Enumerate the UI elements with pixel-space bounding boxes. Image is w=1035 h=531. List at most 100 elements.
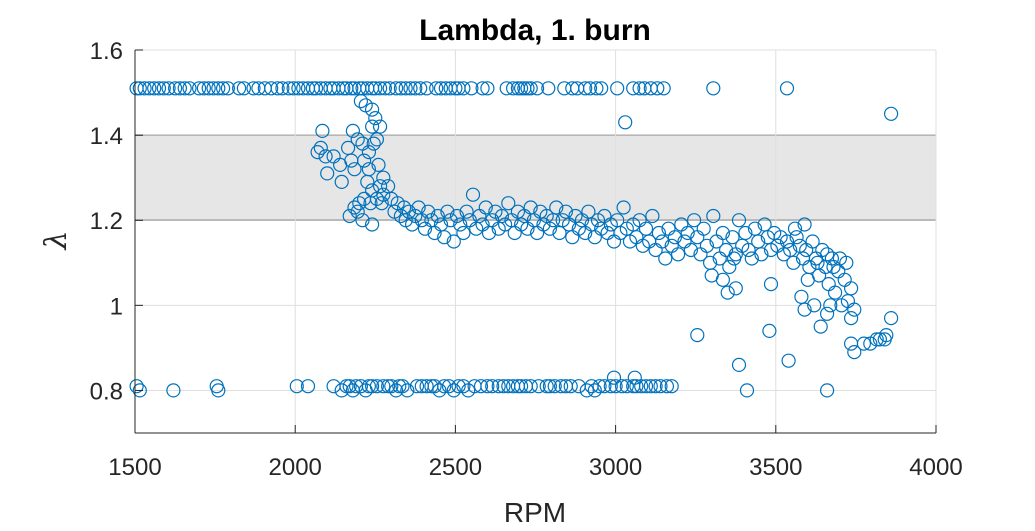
y-tick-label: 1.6 <box>90 38 123 65</box>
data-point <box>365 119 380 134</box>
data-point <box>856 336 872 351</box>
data-point <box>794 289 809 304</box>
data-point <box>547 379 562 394</box>
x-tick-label: 2000 <box>269 454 322 481</box>
data-point <box>563 379 578 394</box>
data-point <box>365 217 380 232</box>
data-point <box>843 336 859 351</box>
data-point <box>491 379 506 394</box>
data-point <box>659 379 675 394</box>
data-point <box>587 383 602 398</box>
data-point <box>421 204 436 219</box>
data-point <box>446 383 461 398</box>
data-point <box>494 208 509 224</box>
data-point <box>542 379 558 394</box>
data-point <box>151 81 167 96</box>
data-point <box>667 230 683 245</box>
data-point <box>374 196 389 211</box>
data-point <box>699 238 715 253</box>
data-point <box>786 255 801 270</box>
data-point <box>405 217 420 232</box>
data-point <box>357 191 372 206</box>
data-point <box>216 81 231 96</box>
data-point <box>720 285 735 300</box>
data-point <box>315 123 330 138</box>
data-point <box>413 81 428 96</box>
data-point <box>557 81 572 96</box>
data-point <box>869 332 884 347</box>
y-tick-label: 1 <box>110 293 123 320</box>
data-point <box>211 383 226 398</box>
data-point <box>429 81 444 96</box>
data-point <box>453 217 468 232</box>
data-point <box>728 281 743 296</box>
data-point <box>473 379 489 394</box>
data-point <box>739 383 755 398</box>
data-point <box>281 81 296 96</box>
data-point <box>201 81 216 96</box>
data-point <box>389 81 404 96</box>
x-tick-label: 1500 <box>108 454 161 481</box>
data-point <box>408 81 423 96</box>
data-point <box>645 208 660 224</box>
data-point <box>731 213 747 228</box>
data-point <box>513 379 529 394</box>
data-point <box>376 170 391 185</box>
data-point <box>542 221 558 236</box>
data-point <box>779 81 795 96</box>
data-point <box>334 174 349 189</box>
data-point <box>810 255 825 270</box>
points-layer <box>129 81 899 398</box>
data-point <box>813 319 828 334</box>
data-point <box>334 383 349 398</box>
data-point <box>129 81 144 96</box>
data-point <box>807 298 822 313</box>
data-point <box>787 221 803 236</box>
data-point <box>507 225 522 241</box>
data-point <box>347 162 362 177</box>
data-point <box>342 208 357 224</box>
data-point <box>638 379 654 394</box>
data-point <box>132 383 147 398</box>
data-point <box>680 225 695 241</box>
data-point <box>320 166 335 181</box>
data-point <box>441 379 457 394</box>
data-point <box>409 379 425 394</box>
data-point <box>206 81 221 96</box>
data-point <box>614 379 630 394</box>
data-point <box>648 379 663 394</box>
data-point <box>824 251 840 266</box>
data-point <box>606 370 622 385</box>
data-point <box>236 81 251 96</box>
data-point <box>725 230 740 245</box>
data-point <box>606 234 622 249</box>
data-point <box>549 200 564 215</box>
data-point <box>582 81 598 96</box>
data-point <box>843 281 859 296</box>
data-point <box>310 145 325 160</box>
data-point <box>651 225 667 241</box>
data-point <box>156 81 171 96</box>
data-point <box>440 204 455 219</box>
x-tick-label: 2500 <box>429 454 482 481</box>
data-point <box>365 102 380 117</box>
data-point <box>531 379 546 394</box>
data-point <box>373 81 388 96</box>
data-point <box>369 379 384 394</box>
x-tick-label: 3000 <box>589 454 642 481</box>
data-point <box>650 81 665 96</box>
data-point <box>627 370 642 385</box>
data-point <box>653 379 668 394</box>
data-point <box>478 200 493 215</box>
data-point <box>597 379 612 394</box>
data-point <box>291 81 306 96</box>
data-point <box>686 213 702 228</box>
data-point <box>196 81 211 96</box>
data-point <box>616 200 631 215</box>
data-point <box>465 187 481 202</box>
data-point <box>137 81 152 96</box>
data-point <box>480 81 495 96</box>
data-point <box>754 247 769 262</box>
data-point <box>610 81 625 96</box>
